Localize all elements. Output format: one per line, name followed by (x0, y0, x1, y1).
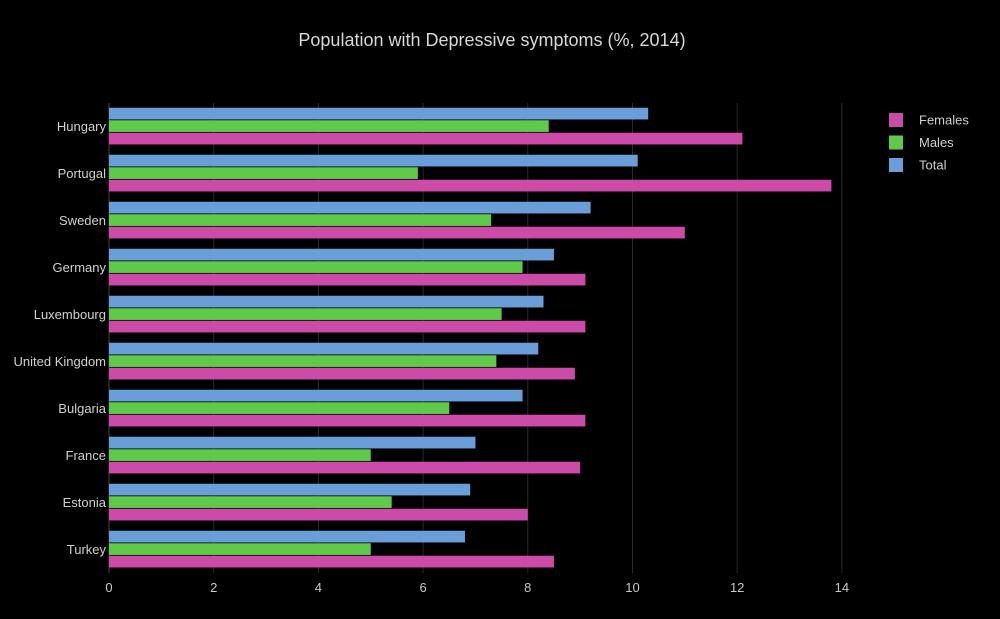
bar-estonia-males[interactable] (109, 496, 392, 508)
bar-bulgaria-total[interactable] (109, 389, 523, 402)
bar-bulgaria-females[interactable] (109, 414, 586, 427)
bar-sweden-males[interactable] (109, 214, 492, 226)
x-tick-labels: 0 2 4 6 8 10 12 14 (105, 580, 849, 595)
legend-item-females[interactable]: Females (889, 113, 969, 128)
x-tick-0: 0 (105, 580, 112, 595)
category-labels: Hungary Portugal Sweden Germany Luxembourg Un… (14, 119, 107, 557)
chart-title: Population with Depressive symptoms (%, … (298, 30, 685, 50)
bar-hungary-females[interactable] (109, 132, 743, 145)
bar-united-kingdom-total[interactable] (109, 342, 539, 355)
x-tick-8: 8 (524, 580, 531, 595)
category-label-bulgaria: Bulgaria (58, 401, 106, 416)
category-label-hungary: Hungary (57, 119, 107, 134)
bar-bulgaria-males[interactable] (109, 402, 450, 414)
bar-portugal-males[interactable] (109, 167, 418, 179)
bar-france-females[interactable] (109, 461, 581, 474)
legend-label-males: Males (919, 135, 954, 150)
bar-estonia-females[interactable] (109, 508, 528, 521)
x-tick-4: 4 (315, 580, 322, 595)
legend-item-total[interactable]: Total (889, 158, 947, 173)
category-label-luxembourg: Luxembourg (34, 307, 106, 322)
category-label-portugal: Portugal (58, 166, 107, 181)
category-label-estonia: Estonia (63, 495, 107, 510)
category-label-turkey: Turkey (67, 542, 107, 557)
bar-turkey-males[interactable] (109, 543, 371, 555)
legend[interactable]: Females Males Total (889, 113, 969, 173)
bar-luxembourg-males[interactable] (109, 308, 502, 320)
legend-swatch-females (889, 113, 903, 127)
bar-portugal-total[interactable] (109, 154, 638, 167)
category-label-france: France (66, 448, 106, 463)
bar-united-kingdom-males[interactable] (109, 355, 497, 367)
bar-germany-females[interactable] (109, 273, 586, 286)
bar-hungary-males[interactable] (109, 120, 549, 132)
bar-turkey-females[interactable] (109, 555, 554, 568)
legend-label-total: Total (919, 158, 947, 173)
category-label-sweden: Sweden (59, 213, 106, 228)
x-tick-2: 2 (210, 580, 217, 595)
legend-swatch-males (889, 135, 903, 150)
bar-sweden-total[interactable] (109, 201, 591, 214)
x-tick-6: 6 (419, 580, 426, 595)
bar-portugal-females[interactable] (109, 179, 832, 192)
legend-label-females: Females (919, 113, 969, 128)
bars (109, 107, 832, 568)
legend-swatch-total (889, 158, 903, 172)
bar-sweden-females[interactable] (109, 226, 685, 239)
bar-germany-males[interactable] (109, 261, 523, 273)
category-label-germany: Germany (53, 260, 107, 275)
bar-hungary-total[interactable] (109, 107, 649, 120)
x-tick-14: 14 (835, 580, 849, 595)
legend-item-males[interactable]: Males (889, 135, 954, 150)
x-tick-10: 10 (625, 580, 639, 595)
bar-estonia-total[interactable] (109, 483, 471, 496)
bar-france-males[interactable] (109, 449, 371, 461)
category-label-united-kingdom: United Kingdom (14, 354, 107, 369)
bar-united-kingdom-females[interactable] (109, 367, 575, 380)
bar-luxembourg-total[interactable] (109, 295, 544, 308)
bar-turkey-total[interactable] (109, 530, 465, 543)
bar-luxembourg-females[interactable] (109, 320, 586, 333)
bar-france-total[interactable] (109, 436, 476, 449)
bar-germany-total[interactable] (109, 248, 554, 261)
x-tick-12: 12 (730, 580, 744, 595)
